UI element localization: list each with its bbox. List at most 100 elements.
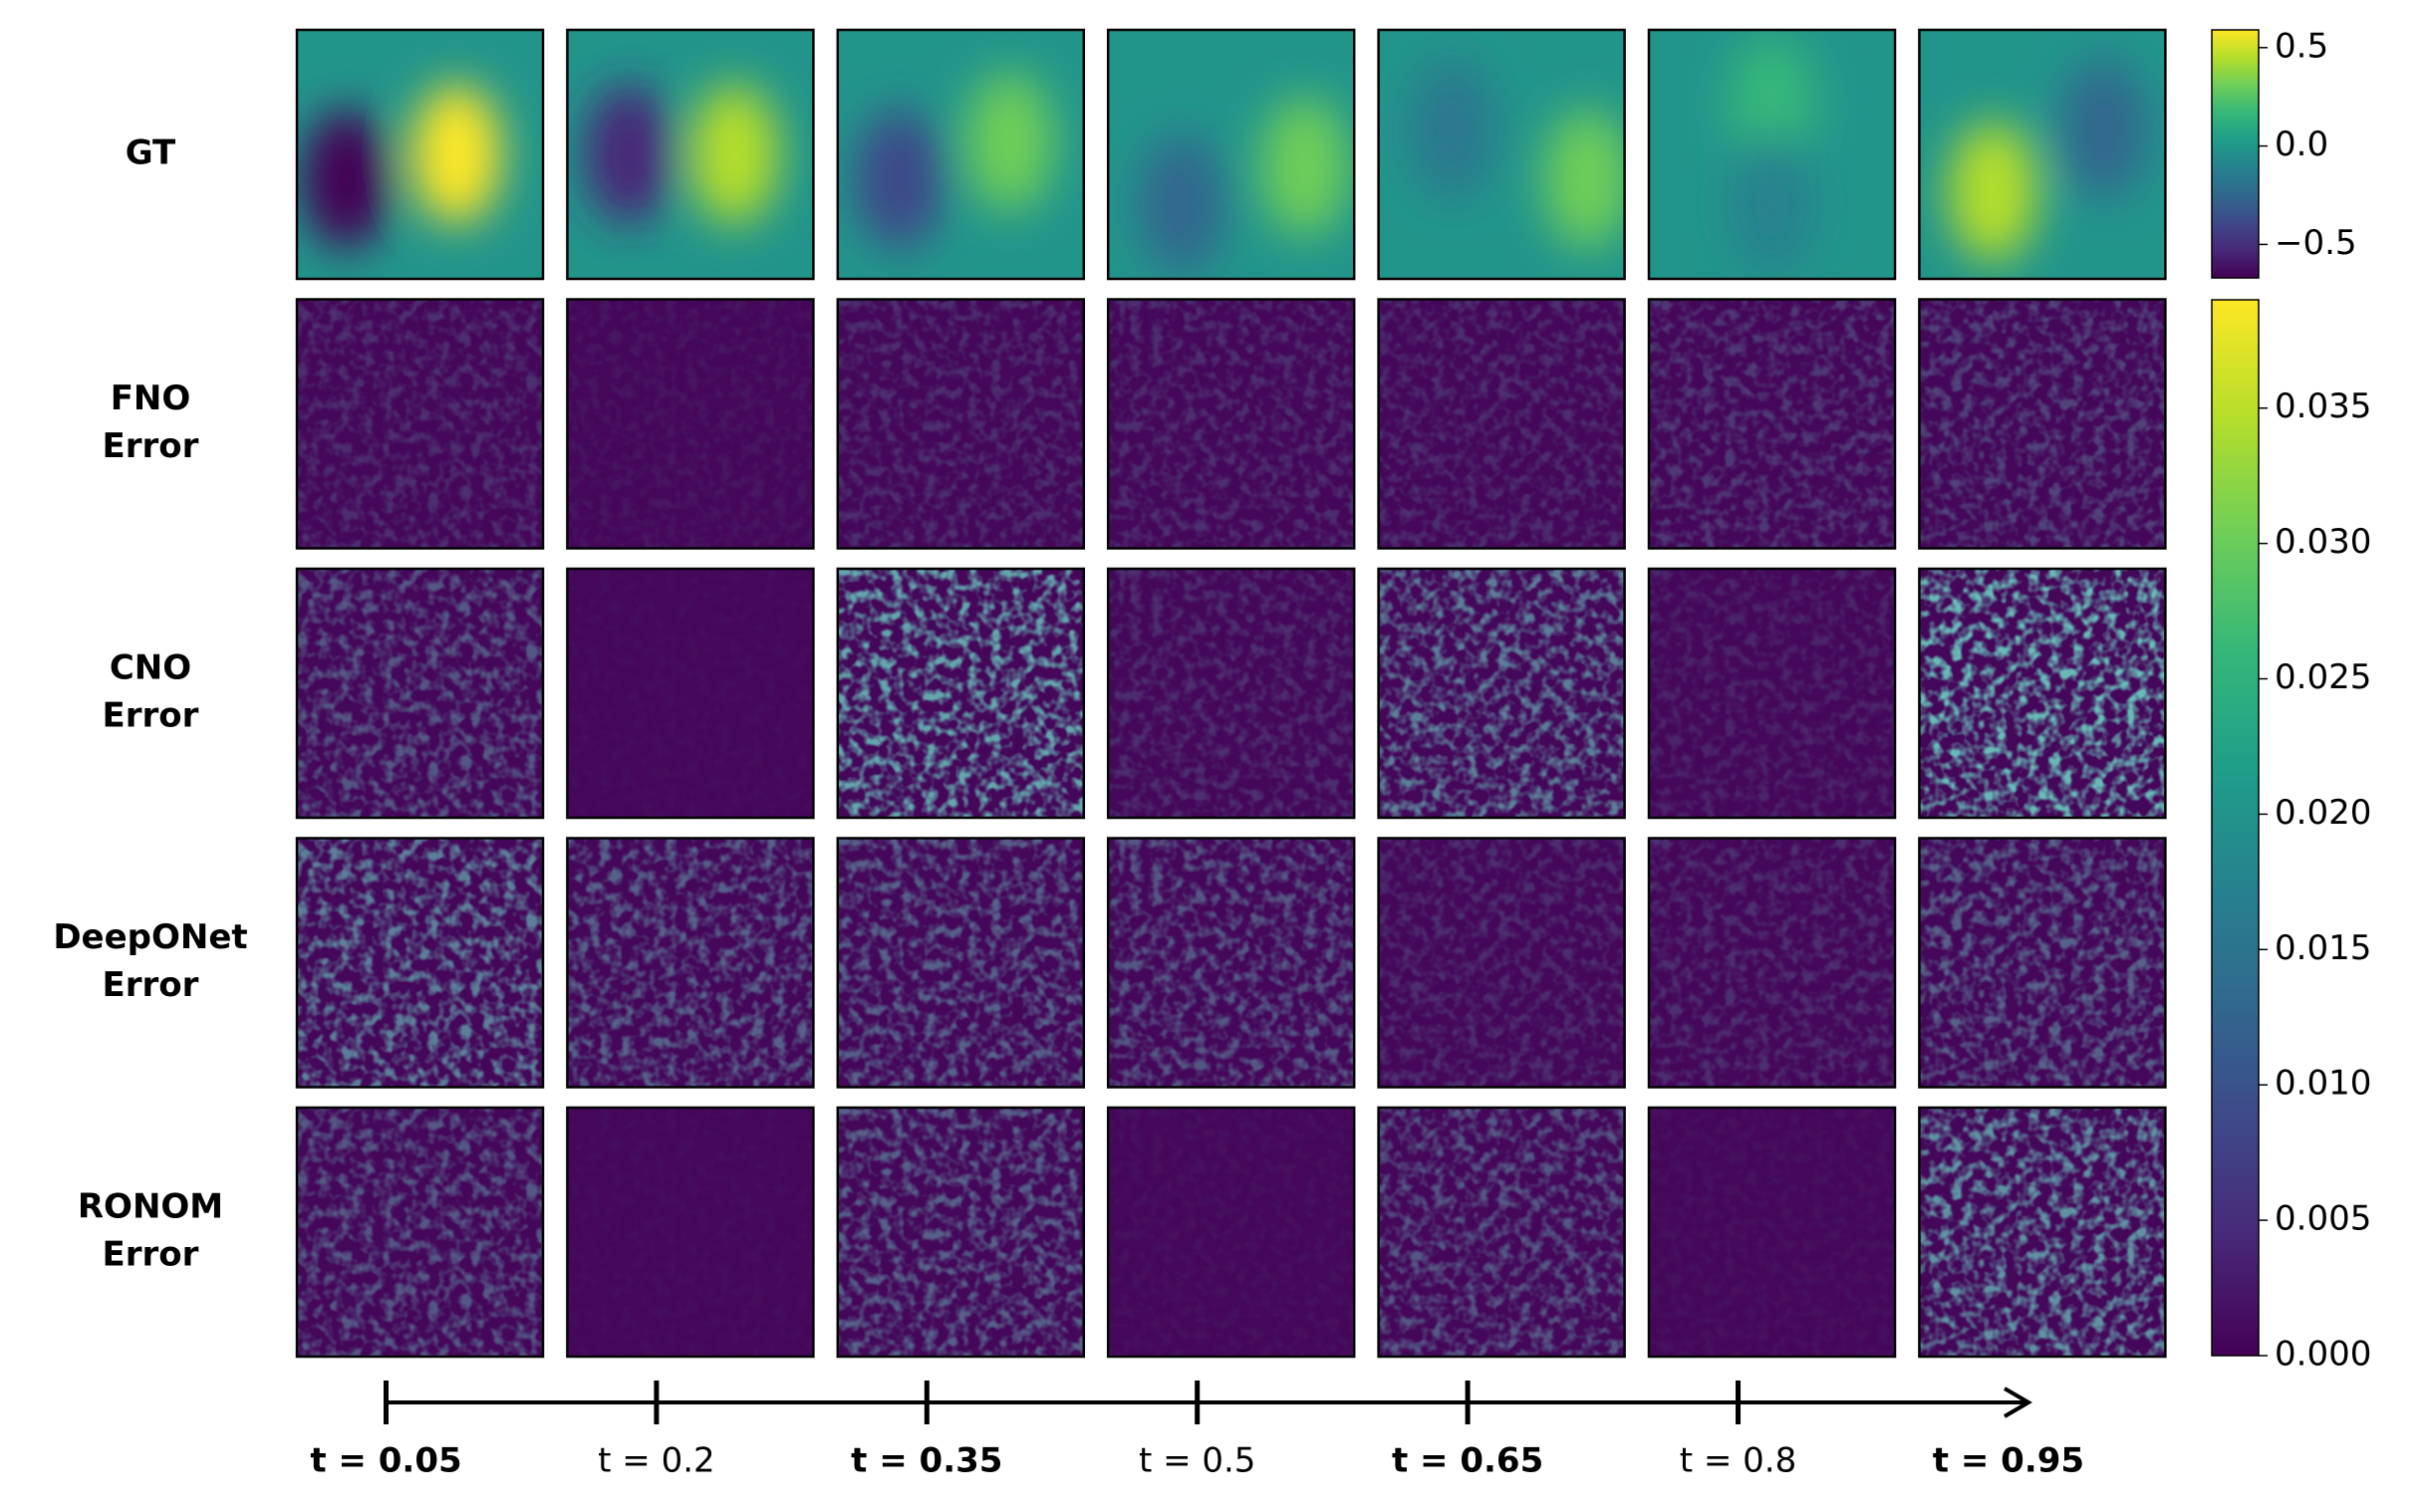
colorbar-tick-label: 0.0 bbox=[2275, 125, 2328, 164]
heatmap-panel bbox=[1649, 1108, 1895, 1357]
error-noise-layer bbox=[1378, 299, 1625, 549]
panel-frame bbox=[566, 28, 815, 281]
heatmap-panel bbox=[1649, 569, 1895, 818]
error-noise bbox=[1649, 1108, 1895, 1357]
error-noise-layer bbox=[567, 299, 814, 549]
error-noise bbox=[1919, 1108, 2166, 1357]
error-noise-layer bbox=[837, 299, 1084, 549]
field-blob bbox=[1728, 134, 1816, 274]
panel-frame bbox=[1918, 837, 2167, 1089]
panel-frame bbox=[1106, 28, 1356, 281]
panel-frame bbox=[295, 1106, 545, 1359]
row-label: RONOM bbox=[78, 1187, 223, 1227]
row-label: Error bbox=[103, 426, 199, 466]
error-noise bbox=[1378, 1108, 1625, 1357]
colorbar bbox=[2211, 299, 2260, 1357]
error-noise bbox=[297, 299, 543, 549]
error-noise-layer bbox=[1919, 838, 2166, 1088]
panel-frame bbox=[1918, 298, 2167, 550]
heatmap-panel bbox=[567, 299, 814, 549]
colorbar-tick-label: 0.020 bbox=[2275, 793, 2371, 833]
heatmap-panel bbox=[1108, 1108, 1355, 1357]
error-noise-layer bbox=[1108, 569, 1355, 818]
error-noise bbox=[567, 299, 814, 549]
panel-frame bbox=[836, 298, 1086, 550]
colorbar-tick-label: 0.005 bbox=[2275, 1199, 2371, 1239]
panel-frame bbox=[566, 837, 815, 1089]
error-noise-layer bbox=[297, 1108, 543, 1357]
panel-frame bbox=[836, 1106, 1086, 1359]
panel-frame bbox=[295, 298, 545, 550]
field-blob bbox=[2059, 60, 2149, 199]
error-noise-layer bbox=[837, 838, 1084, 1088]
error-noise bbox=[1378, 838, 1625, 1088]
error-noise-layer bbox=[1378, 838, 1625, 1088]
time-label: t = 0.95 bbox=[1933, 1441, 2084, 1481]
row-label: CNO bbox=[110, 648, 191, 688]
error-noise-layer bbox=[1378, 569, 1625, 818]
field-blobs bbox=[1728, 35, 1816, 274]
row-label: FNO bbox=[111, 378, 191, 418]
time-label: t = 0.5 bbox=[1139, 1441, 1256, 1481]
panel-frame bbox=[836, 28, 1086, 281]
time-label: t = 0.05 bbox=[310, 1441, 461, 1481]
panel-frame bbox=[295, 837, 545, 1089]
error-noise-layer bbox=[1108, 1108, 1355, 1357]
heatmap-panel bbox=[1108, 30, 1355, 279]
error-noise bbox=[837, 1108, 1084, 1357]
panel-frame bbox=[1377, 567, 1626, 820]
error-noise bbox=[1919, 838, 2166, 1088]
error-noise bbox=[1649, 838, 1895, 1088]
heatmap-panel bbox=[837, 569, 1084, 818]
panel-frame bbox=[1377, 28, 1626, 281]
error-noise bbox=[1108, 1108, 1355, 1357]
heatmap-panel bbox=[1378, 569, 1625, 818]
colorbar-tick-label: −0.5 bbox=[2275, 223, 2357, 263]
panel-frame bbox=[566, 567, 815, 820]
field-blob bbox=[301, 110, 391, 250]
time-label: t = 0.2 bbox=[598, 1441, 715, 1481]
panel-frame bbox=[295, 567, 545, 820]
error-noise bbox=[567, 569, 813, 818]
panel-frame bbox=[295, 28, 545, 281]
field-blob bbox=[965, 72, 1055, 212]
panel-frame bbox=[1647, 567, 1897, 820]
error-noise-layer bbox=[567, 1108, 813, 1357]
error-background bbox=[567, 1108, 814, 1357]
heatmap-panel bbox=[1919, 569, 2166, 818]
field-blobs bbox=[1408, 60, 1625, 249]
error-noise-layer bbox=[297, 299, 543, 549]
colorbar-tick-label: 0.010 bbox=[2275, 1064, 2371, 1104]
colorbar-tick-label: 0.5 bbox=[2275, 26, 2328, 66]
heatmap-panel bbox=[297, 569, 543, 818]
error-noise bbox=[1378, 299, 1625, 549]
panel-frame bbox=[1377, 837, 1626, 1089]
heatmap-panel bbox=[1919, 1108, 2166, 1357]
colorbar-tick-label: 0.015 bbox=[2275, 928, 2371, 968]
field-blob bbox=[855, 110, 945, 250]
error-noise-layer bbox=[297, 569, 543, 818]
error-noise-layer bbox=[1649, 838, 1895, 1088]
heatmap-panel bbox=[567, 1108, 814, 1357]
field-blobs bbox=[301, 85, 502, 250]
heatmap-panel bbox=[837, 838, 1084, 1088]
error-noise-layer bbox=[1649, 299, 1895, 549]
error-noise-layer bbox=[567, 838, 814, 1088]
row-label: GT bbox=[126, 133, 176, 173]
error-noise bbox=[297, 1108, 543, 1357]
field-blob bbox=[689, 85, 779, 225]
error-noise-layer bbox=[837, 1108, 1084, 1357]
heatmap-panel bbox=[1108, 299, 1355, 549]
panel-frame bbox=[1918, 1106, 2167, 1359]
time-label: t = 0.8 bbox=[1680, 1441, 1797, 1481]
error-noise bbox=[837, 838, 1084, 1088]
error-noise bbox=[567, 838, 814, 1088]
error-noise bbox=[1919, 569, 2166, 818]
error-noise bbox=[1378, 569, 1625, 818]
panel-frame bbox=[836, 837, 1086, 1089]
row-label: Error bbox=[103, 696, 199, 736]
panel-frame bbox=[1918, 567, 2167, 820]
panel-frame bbox=[1106, 298, 1356, 550]
panel-frame bbox=[1647, 28, 1897, 281]
